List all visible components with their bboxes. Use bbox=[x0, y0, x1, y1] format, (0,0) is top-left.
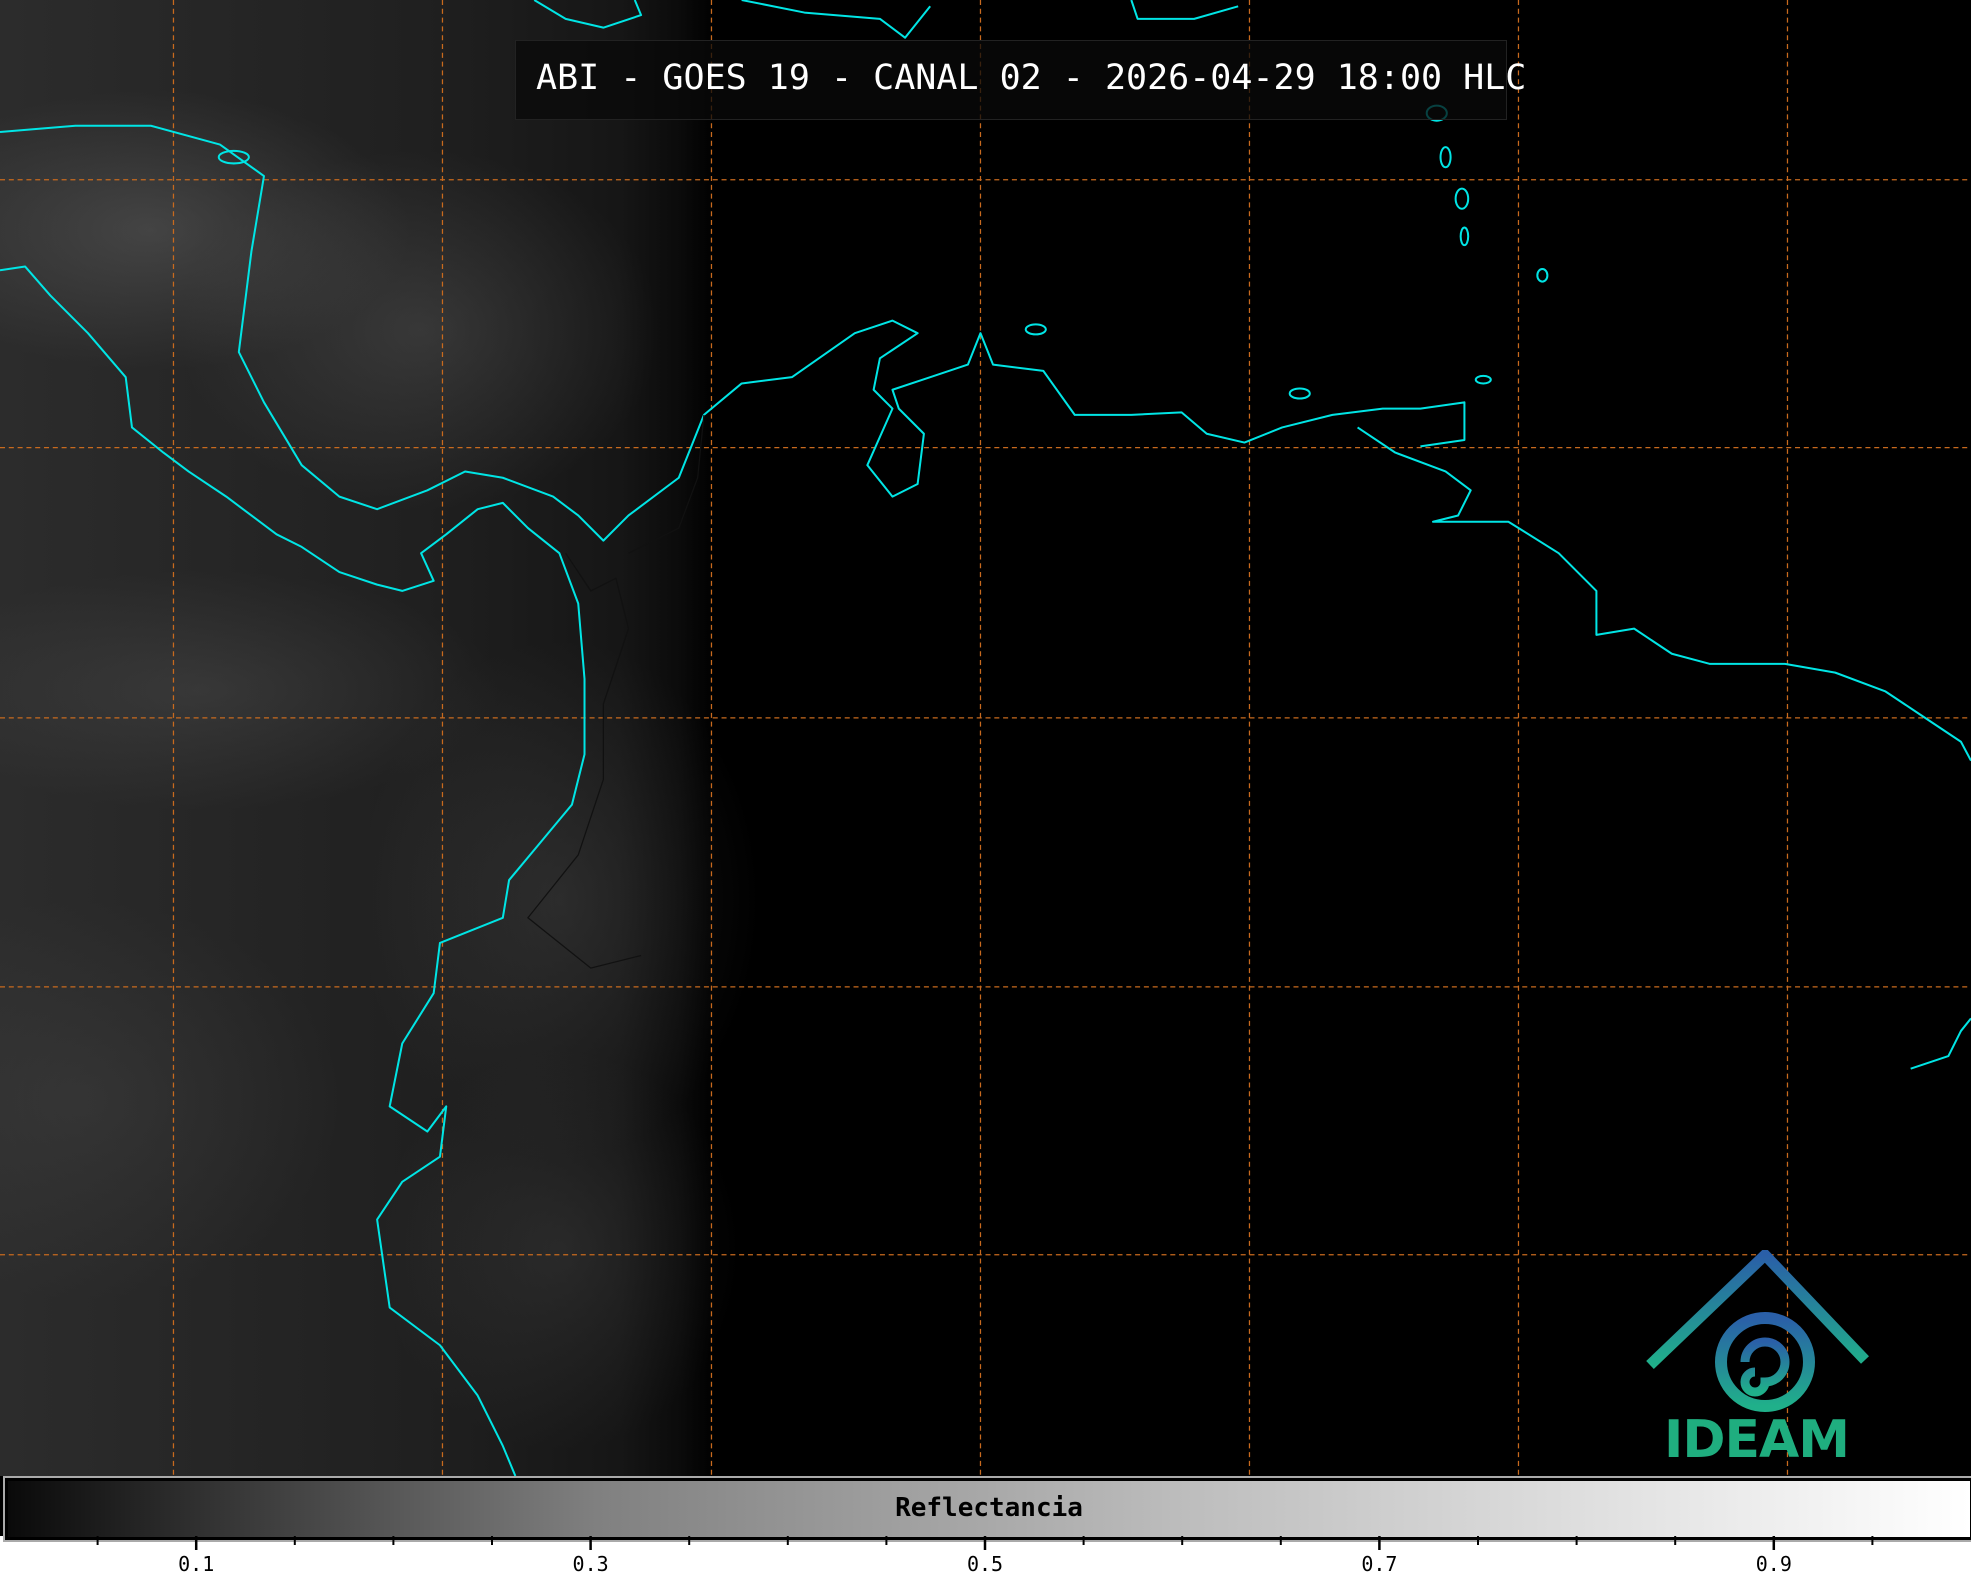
island bbox=[1474, 374, 1492, 385]
coastline-southeast bbox=[1910, 1017, 1971, 1070]
island bbox=[1454, 187, 1470, 210]
coastline-north-island-3 bbox=[1130, 0, 1239, 20]
tick-label: 0.5 bbox=[966, 1552, 1004, 1576]
island bbox=[1459, 226, 1470, 247]
tick-label: 0.7 bbox=[1361, 1552, 1398, 1576]
ideam-logo-text: IDEAM bbox=[1664, 1410, 1850, 1470]
coastline-north-island bbox=[533, 0, 643, 29]
satellite-image-map bbox=[0, 0, 1971, 1476]
ideam-logo-graphic bbox=[1646, 1250, 1869, 1412]
island bbox=[1439, 146, 1452, 169]
island bbox=[1536, 268, 1549, 283]
borders bbox=[527, 414, 705, 969]
coastline-north-island-2 bbox=[741, 0, 931, 39]
coastline-pacific bbox=[0, 265, 586, 1476]
island bbox=[217, 149, 250, 165]
colorbar-ticks bbox=[96, 1536, 1874, 1550]
colorbar-label: Reflectancia bbox=[895, 1493, 1083, 1523]
graticule-gridlines bbox=[0, 0, 1971, 1476]
colorbar: Reflectancia bbox=[3, 1476, 1971, 1542]
island bbox=[1024, 323, 1047, 336]
image-title: ABI - GOES 19 - CANAL 02 - 2026-04-29 18… bbox=[536, 58, 1527, 98]
tick-label: 0.3 bbox=[572, 1552, 609, 1576]
tick-label: 0.1 bbox=[178, 1552, 215, 1576]
title-background bbox=[515, 40, 1507, 120]
tick-label: 0.9 bbox=[1755, 1552, 1792, 1576]
coastline-venezuela bbox=[1357, 426, 1971, 762]
island bbox=[1288, 387, 1311, 400]
coastline-caribbean bbox=[0, 124, 1466, 542]
